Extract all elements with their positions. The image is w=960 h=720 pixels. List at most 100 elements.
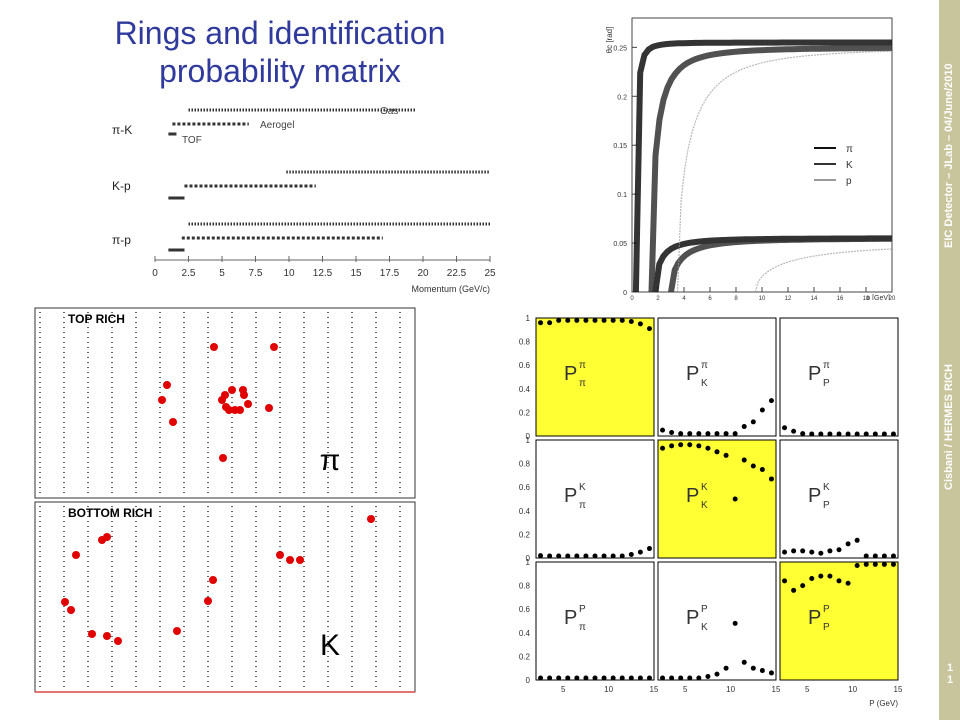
matrix-data-point (714, 449, 720, 455)
matrix-data-point (827, 548, 833, 554)
angle-y-tick-label: 0.1 (617, 192, 627, 199)
matrix-data-point (660, 445, 666, 451)
matrix-x-tick-label: 10 (726, 685, 735, 694)
matrix-data-point (565, 675, 571, 681)
coverage-x-tick-label: 25 (484, 268, 496, 279)
matrix-data-point (696, 431, 702, 437)
slide-title-line2: probability matrix (159, 53, 401, 89)
matrix-cell (779, 317, 899, 437)
matrix-cell-label-sup: K (579, 482, 586, 493)
matrix-cell-label-sup: π (701, 360, 708, 371)
matrix-y-tick-label: 0.6 (519, 361, 531, 370)
matrix-data-point (827, 431, 833, 437)
matrix-data-point (583, 553, 589, 559)
matrix-cell-label-sub: π (579, 500, 586, 511)
matrix-data-point (854, 431, 860, 437)
rich-hit (204, 597, 212, 605)
matrix-data-point (818, 431, 824, 437)
matrix-data-point (637, 675, 643, 681)
matrix-data-point (619, 553, 625, 559)
rich-hit (67, 606, 75, 614)
rich-panel-frame (34, 501, 416, 693)
coverage-x-tick-label: 20 (417, 268, 429, 279)
angle-x-axis-label: p [GeV] (866, 295, 890, 300)
momentum-coverage-panel: π-K K-p π-p Gas Aerogel TOF 0 2.5 5 7.5 10 12.5 15 17… (100, 98, 500, 298)
angle-x-tick-label: 16 (837, 296, 844, 300)
matrix-data-point (696, 443, 702, 449)
matrix-data-point (759, 467, 765, 472)
matrix-data-point (872, 561, 878, 567)
slide-title-line1: Rings and identification (114, 15, 446, 51)
angle-band-k-aerogel (648, 45, 893, 293)
matrix-data-point (610, 675, 616, 681)
rich-particle-label: K (320, 629, 340, 662)
rich-hit (173, 627, 181, 635)
matrix-data-point (872, 431, 878, 437)
matrix-data-point (687, 431, 693, 437)
coverage-group-label: π-K (112, 123, 132, 137)
angle-x-tick-label: 12 (785, 296, 792, 300)
matrix-cell-label-sup: K (701, 482, 708, 493)
matrix-data-point (759, 407, 765, 413)
matrix-data-point (863, 561, 869, 567)
matrix-data-point (791, 428, 797, 434)
matrix-x-tick-label: 10 (604, 685, 613, 694)
matrix-cell-label-p: P (564, 363, 577, 385)
coverage-group-label: K-p (112, 179, 131, 193)
matrix-data-point (741, 659, 747, 665)
matrix-x-tick-label: 5 (805, 685, 810, 694)
rich-hit (103, 533, 111, 541)
matrix-data-point (768, 398, 774, 404)
matrix-data-point (845, 541, 851, 547)
matrix-data-point (759, 668, 765, 674)
matrix-data-point (723, 452, 729, 458)
rich-hit (218, 396, 226, 404)
matrix-x-tick-label: 15 (894, 685, 903, 694)
matrix-y-tick-label: 0 (526, 676, 531, 685)
rich-hit (228, 386, 236, 394)
matrix-data-point (782, 425, 788, 431)
matrix-x-tick-label: 15 (650, 685, 659, 694)
slide-sidebar (939, 0, 960, 720)
angle-y-tick-label: 0 (623, 290, 627, 297)
sidebar-footer-author: Cisbani / HERMES RICH (943, 364, 955, 490)
matrix-data-point (646, 326, 652, 332)
matrix-y-tick-label: 0.4 (519, 385, 531, 394)
rich-hit (88, 630, 96, 638)
matrix-cell-label-p: P (808, 363, 821, 385)
matrix-data-point (845, 431, 851, 437)
angle-legend-label: p (846, 176, 852, 187)
momentum-coverage-chart: π-K K-p π-p Gas Aerogel TOF 0 2.5 5 7.5 10 12.5 15 17… (112, 106, 496, 294)
matrix-data-point (881, 553, 887, 559)
matrix-y-tick-label: 1 (526, 558, 531, 567)
rich-hit (265, 404, 273, 412)
matrix-y-tick-label: 0.4 (519, 629, 531, 638)
matrix-data-point (687, 442, 693, 448)
matrix-data-point (827, 573, 833, 579)
matrix-data-point (601, 675, 607, 681)
coverage-x-tick-label: 2.5 (182, 268, 196, 279)
rich-panel-frame (34, 307, 416, 499)
matrix-data-point (610, 553, 616, 559)
matrix-x-tick-label: 5 (561, 685, 566, 694)
matrix-data-point (660, 675, 666, 681)
matrix-y-tick-label: 0.2 (519, 530, 531, 539)
matrix-data-point (601, 317, 607, 323)
matrix-data-point (872, 553, 878, 559)
matrix-data-point (723, 431, 729, 437)
matrix-y-tick-label: 1 (526, 436, 531, 445)
matrix-data-point (547, 553, 553, 559)
matrix-cell-label-sup: π (823, 360, 830, 371)
matrix-cell (657, 317, 777, 437)
matrix-data-point (538, 320, 544, 326)
matrix-data-point (818, 573, 824, 579)
matrix-data-point (538, 553, 544, 559)
angle-legend-label: π (846, 144, 853, 155)
rich-hit (114, 637, 122, 645)
matrix-cell (779, 439, 899, 559)
matrix-cell-label-sup: P (823, 604, 830, 615)
matrix-data-point (800, 583, 806, 589)
matrix-y-tick-label: 1 (526, 314, 531, 323)
matrix-data-point (628, 675, 634, 681)
rich-hit (244, 400, 252, 408)
